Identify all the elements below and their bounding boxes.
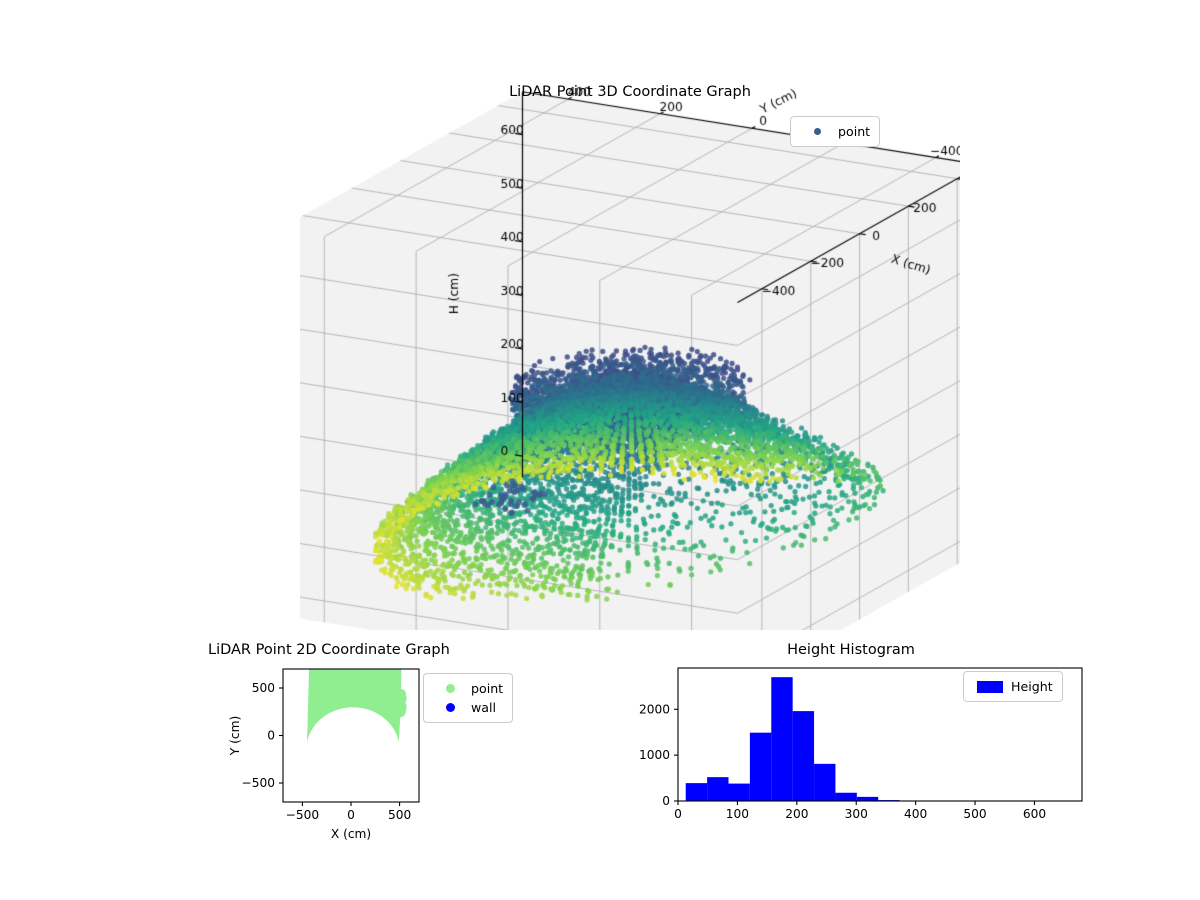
legend-entry-point: point [433,679,503,698]
svg-text:500: 500 [252,681,275,695]
legend-label-wall: wall [471,700,497,715]
svg-text:300: 300 [845,807,868,821]
svg-text:0: 0 [662,794,670,808]
svg-text:−500: −500 [242,776,275,790]
legend-label-height: Height [1011,679,1053,694]
lidar-3d-plot-panel: LiDAR Point 3D Coordinate Graph point [300,60,960,630]
svg-text:500: 500 [388,808,411,822]
svg-text:100: 100 [726,807,749,821]
lidar-2d-scatter-svg: −500 0 500 −500 0 500 X (cm) Y (cm) [228,668,420,841]
svg-text:0: 0 [267,729,275,743]
svg-text:200: 200 [785,807,808,821]
svg-text:0: 0 [347,808,355,822]
svg-text:0: 0 [674,807,682,821]
lidar-3d-title: LiDAR Point 3D Coordinate Graph [509,84,751,100]
svg-text:500: 500 [963,807,986,821]
svg-text:−500: −500 [286,808,319,822]
lidar-3d-legend[interactable]: point [790,116,881,147]
point-marker-icon [800,128,834,135]
height-histogram-svg: 0 100 200 300 400 500 600 0 1000 2000 [639,667,1083,821]
legend-entry-height: Height [973,677,1053,696]
lidar-2d-legend[interactable]: point wall [423,673,514,723]
height-histogram-legend[interactable]: Height [963,671,1063,702]
point-marker-icon [433,684,467,693]
svg-text:Y (cm): Y (cm) [228,716,242,756]
wall-marker-icon [433,703,467,712]
legend-label-point: point [471,681,504,696]
svg-text:2000: 2000 [639,702,670,716]
lidar-2d-plot-panel: LiDAR Point 2D Coordinate Graph −500 0 500… [180,638,520,858]
svg-text:1000: 1000 [639,748,670,762]
legend-entry-point: point [800,122,870,141]
height-histogram-panel: Height Histogram 0 100 200 300 400 500 600 0 100… [620,638,1120,858]
legend-entry-wall: wall [433,698,503,717]
legend-label-point: point [838,124,871,139]
lidar-2d-title: LiDAR Point 2D Coordinate Graph [208,642,450,658]
height-histogram-title: Height Histogram [787,642,915,658]
svg-text:600: 600 [1023,807,1046,821]
svg-text:400: 400 [904,807,927,821]
height-bar-icon [973,680,1007,693]
svg-text:X (cm): X (cm) [331,827,371,841]
lidar-3d-scatter-canvas [300,60,960,630]
